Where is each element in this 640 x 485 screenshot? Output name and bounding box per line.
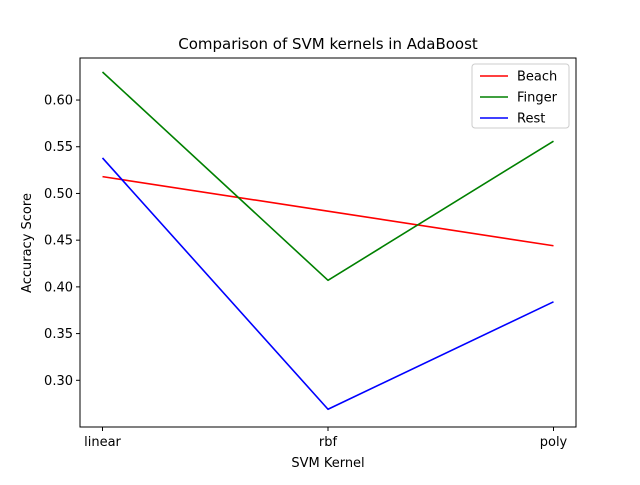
legend: Beach Finger Rest (471, 63, 570, 129)
y-tick-label: 0.45 (44, 234, 73, 249)
x-tick-label: linear (84, 435, 121, 450)
plot-area: linear rbf poly 0.30 0.35 0.40 0.45 0.50 0.55 0.6… (44, 57, 577, 450)
legend-label-finger: Finger (517, 91, 558, 106)
y-axis-label: Accuracy Score (20, 193, 35, 293)
chart-title: Comparison of SVM kernels in AdaBoost (178, 35, 478, 53)
y-tick-label: 0.50 (44, 187, 73, 202)
series-line-rest (101, 157, 554, 411)
y-tick-label: 0.40 (44, 280, 73, 295)
y-tick-label: 0.30 (44, 374, 73, 389)
y-tick-label: 0.55 (44, 140, 73, 155)
series-line-beach (102, 175, 554, 247)
legend-label-beach: Beach (517, 70, 557, 85)
x-axis-label: SVM Kernel (291, 456, 364, 471)
y-tick-label: 0.35 (44, 327, 73, 342)
x-tick-label: rbf (319, 435, 338, 450)
y-tick-label: 0.60 (44, 94, 73, 109)
series-line-finger (101, 71, 554, 282)
x-tick-label: poly (540, 435, 568, 450)
legend-label-rest: Rest (517, 112, 545, 127)
legend-box (471, 63, 570, 129)
